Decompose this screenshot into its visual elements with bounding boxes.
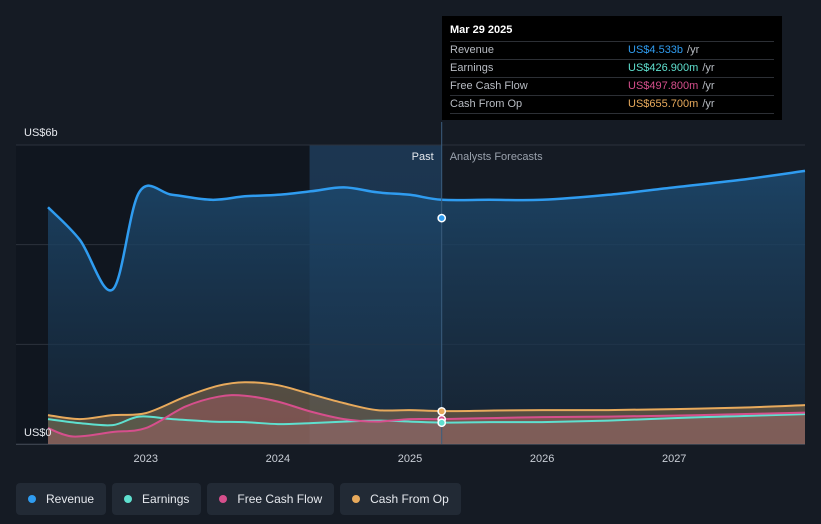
legend-item-revenue[interactable]: Revenue <box>16 483 107 515</box>
tooltip-row-earnings: Earnings US$426.900m /yr <box>450 60 774 78</box>
tooltip-unit: /yr <box>702 80 715 92</box>
revenue-line <box>47 169 806 292</box>
revenue-marker <box>437 213 447 223</box>
earnings-line <box>47 413 806 427</box>
tooltip-row-revenue: Revenue US$4.533b /yr <box>450 42 774 60</box>
tooltip-label: Revenue <box>450 44 495 56</box>
y-axis-bottom-label: US$0 <box>24 427 52 439</box>
legend: Revenue Earnings Free Cash Flow Cash Fro… <box>16 483 461 515</box>
tooltip-row-cash-from-op: Cash From Op US$655.700m /yr <box>450 96 774 114</box>
legend-label: Cash From Op <box>370 492 449 506</box>
earnings-area <box>48 414 805 444</box>
y-axis-top-label: US$6b <box>24 127 58 139</box>
tooltip-value: US$426.900m <box>628 62 699 74</box>
legend-dot-icon <box>352 495 361 503</box>
legend-dot-icon <box>219 495 228 503</box>
legend-item-earnings[interactable]: Earnings <box>112 483 202 515</box>
legend-label: Revenue <box>46 492 95 506</box>
cash-from-op-marker <box>437 406 447 416</box>
tooltip-value: US$497.800m <box>628 80 699 92</box>
earnings-marker <box>437 418 447 428</box>
tooltip: Mar 29 2025 Revenue US$4.533b /yr Earnin… <box>442 16 782 120</box>
tooltip-date: Mar 29 2025 <box>450 24 774 42</box>
x-tick-label: 2027 <box>662 453 686 465</box>
legend-dot-icon <box>28 495 36 503</box>
cash-from-op-line <box>47 381 806 421</box>
legend-item-cash-from-op[interactable]: Cash From Op <box>340 483 461 515</box>
tooltip-row-free-cash-flow: Free Cash Flow US$497.800m /yr <box>450 78 774 96</box>
tooltip-value: US$655.700m <box>628 98 699 110</box>
cash-from-op-area <box>48 382 805 444</box>
legend-dot-icon <box>124 495 133 503</box>
x-tick-label: 2023 <box>134 453 158 465</box>
x-tick-label: 2025 <box>398 453 422 465</box>
legend-label: Free Cash Flow <box>237 492 323 506</box>
tooltip-label: Earnings <box>450 62 494 74</box>
tooltip-label: Cash From Op <box>450 98 523 110</box>
x-tick-label: 2024 <box>266 453 290 465</box>
legend-item-free-cash-flow[interactable]: Free Cash Flow <box>207 483 335 515</box>
financial-chart: US$6b US$0 Past Analysts Forecasts 2023 2024 2… <box>16 122 806 465</box>
tooltip-label: Free Cash Flow <box>450 80 528 92</box>
free-cash-flow-line <box>47 394 806 438</box>
x-tick-label: 2026 <box>530 453 554 465</box>
forecast-label: Analysts Forecasts <box>450 151 543 163</box>
tooltip-unit: /yr <box>702 62 715 74</box>
legend-label: Earnings <box>142 492 190 506</box>
tooltip-unit: /yr <box>687 44 700 56</box>
tooltip-unit: /yr <box>702 98 715 110</box>
tooltip-value: US$4.533b <box>628 44 684 56</box>
past-label: Past <box>412 151 434 163</box>
revenue-area <box>48 170 805 444</box>
